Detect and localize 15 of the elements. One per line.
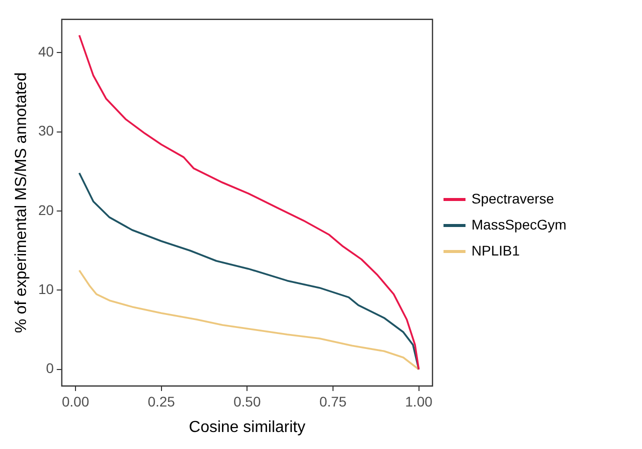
y-axis-title: % of experimental MS/MS annotated: [13, 72, 30, 333]
x-tick-label: 1.00: [405, 393, 433, 410]
legend-label: Spectraverse: [472, 190, 554, 206]
x-tick-label: 0.50: [234, 393, 261, 410]
x-axis-title: Cosine similarity: [188, 418, 306, 436]
y-tick-label: 40: [38, 44, 54, 60]
y-tick-label: 10: [38, 281, 54, 298]
y-tick-label: 20: [38, 202, 54, 218]
legend-label: MassSpecGym: [472, 216, 566, 232]
y-tick-label: 30: [38, 122, 54, 139]
y-tick-label: 0: [46, 360, 54, 376]
x-tick-label: 0.00: [62, 393, 90, 410]
x-tick-label: 0.25: [148, 393, 176, 410]
legend-label: NPLIB1: [472, 242, 520, 258]
x-tick-label: 0.75: [319, 393, 347, 410]
